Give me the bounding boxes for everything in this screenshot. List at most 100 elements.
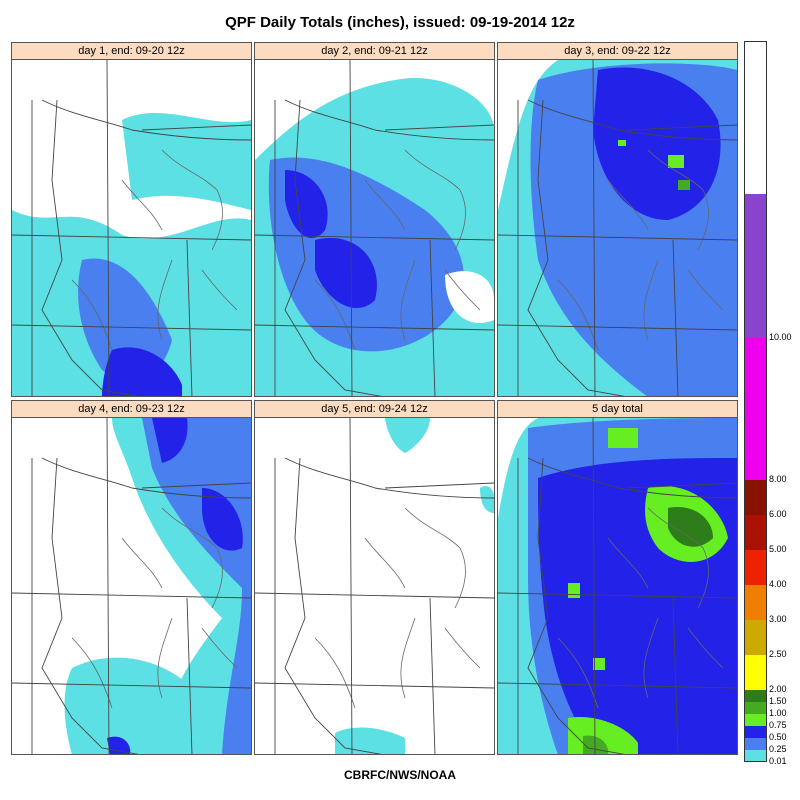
legend-swatch <box>745 515 766 550</box>
boundary-line <box>255 682 494 689</box>
river-line <box>201 269 238 311</box>
boundary-line <box>384 124 494 131</box>
panel-title: 5 day total <box>498 401 737 418</box>
river-line <box>157 617 173 699</box>
river-line <box>121 537 163 589</box>
legend-tick-label: 0.01 <box>769 756 787 766</box>
river-line <box>161 149 223 251</box>
precip-area <box>668 507 713 547</box>
river-line <box>364 537 406 589</box>
boundary-line <box>106 60 110 396</box>
legend-tick-label: 10.00 <box>769 332 792 342</box>
boundary-line <box>284 99 382 396</box>
legend-swatch <box>745 338 766 480</box>
boundary-line <box>592 60 596 396</box>
precipitation-map <box>255 60 494 396</box>
river-line <box>314 637 356 709</box>
legend-tick-label: 3.00 <box>769 614 787 624</box>
river-line <box>647 507 709 609</box>
legend-tick-label: 6.00 <box>769 509 787 519</box>
boundary-line <box>12 592 251 599</box>
river-line <box>161 507 223 609</box>
boundary-line <box>384 482 494 489</box>
precipitation-map <box>12 60 251 396</box>
boundary-line <box>527 457 737 499</box>
precip-area <box>102 347 182 396</box>
river-line <box>364 179 406 231</box>
river-line <box>647 149 709 251</box>
precip-area <box>202 488 243 551</box>
river-line <box>444 627 481 669</box>
boundary-line <box>186 597 193 754</box>
boundary-line <box>627 482 737 489</box>
legend-tick-label: 0.25 <box>769 744 787 754</box>
boundary-line <box>255 234 494 241</box>
legend-swatch <box>745 585 766 620</box>
boundary-line <box>672 239 679 396</box>
river-line <box>404 149 466 251</box>
river-line <box>607 179 649 231</box>
legend-swatch <box>745 738 766 750</box>
map-panel: day 5, end: 09-24 12z <box>254 400 495 755</box>
river-line <box>121 179 163 231</box>
river-line <box>687 627 724 669</box>
boundary-line <box>284 457 494 499</box>
boundary-line <box>41 457 251 499</box>
legend-swatch <box>745 655 766 690</box>
precip-area <box>568 583 580 598</box>
credit-line: CBRFC/NWS/NOAA <box>344 768 456 782</box>
river-line <box>400 259 416 341</box>
river-line <box>404 507 466 609</box>
legend-tick-label: 2.00 <box>769 684 787 694</box>
boundary-line <box>527 99 625 396</box>
boundary-line <box>41 99 251 141</box>
map-panel: day 2, end: 09-21 12z <box>254 42 495 397</box>
map-panel: 5 day total <box>497 400 738 755</box>
precip-area <box>335 727 405 754</box>
legend-swatch <box>745 194 766 338</box>
boundary-line <box>498 592 737 599</box>
boundary-line <box>12 234 251 241</box>
precip-area <box>583 735 609 754</box>
boundary-line <box>527 99 737 141</box>
figure-title: QPF Daily Totals (inches), issued: 09-19… <box>225 14 575 31</box>
river-line <box>157 259 173 341</box>
precip-area <box>593 658 605 670</box>
boundary-line <box>349 418 353 754</box>
precip-area <box>152 418 188 463</box>
map-panel: day 4, end: 09-23 12z <box>11 400 252 755</box>
boundary-line <box>429 239 436 396</box>
boundary-line <box>498 234 737 241</box>
precip-area <box>445 271 494 323</box>
legend-tick-label: 5.00 <box>769 544 787 554</box>
precipitation-map <box>255 418 494 754</box>
boundary-line <box>41 99 139 396</box>
boundary-line <box>527 457 625 754</box>
river-line <box>643 259 659 341</box>
boundary-line <box>429 597 436 754</box>
river-line <box>400 617 416 699</box>
boundary-line <box>284 99 494 141</box>
panel-title: day 2, end: 09-21 12z <box>255 43 494 60</box>
legend-swatch <box>745 620 766 655</box>
boundary-line <box>627 124 737 131</box>
legend-swatch <box>745 702 766 714</box>
boundary-line <box>186 239 193 396</box>
boundary-line <box>592 418 596 754</box>
map-panel: day 1, end: 09-20 12z <box>11 42 252 397</box>
precipitation-map <box>12 418 251 754</box>
boundary-line <box>106 418 110 754</box>
precipitation-map <box>498 418 737 754</box>
legend-tick-label: 0.75 <box>769 720 787 730</box>
panel-title: day 1, end: 09-20 12z <box>12 43 251 60</box>
map-panel: day 3, end: 09-22 12z <box>497 42 738 397</box>
boundary-line <box>141 482 251 489</box>
boundary-line <box>255 592 494 599</box>
legend-swatch <box>745 550 766 585</box>
precip-area <box>608 428 638 448</box>
panel-title: day 3, end: 09-22 12z <box>498 43 737 60</box>
legend-swatch <box>745 690 766 702</box>
legend-swatch <box>745 480 766 515</box>
legend-tick-label: 8.00 <box>769 474 787 484</box>
